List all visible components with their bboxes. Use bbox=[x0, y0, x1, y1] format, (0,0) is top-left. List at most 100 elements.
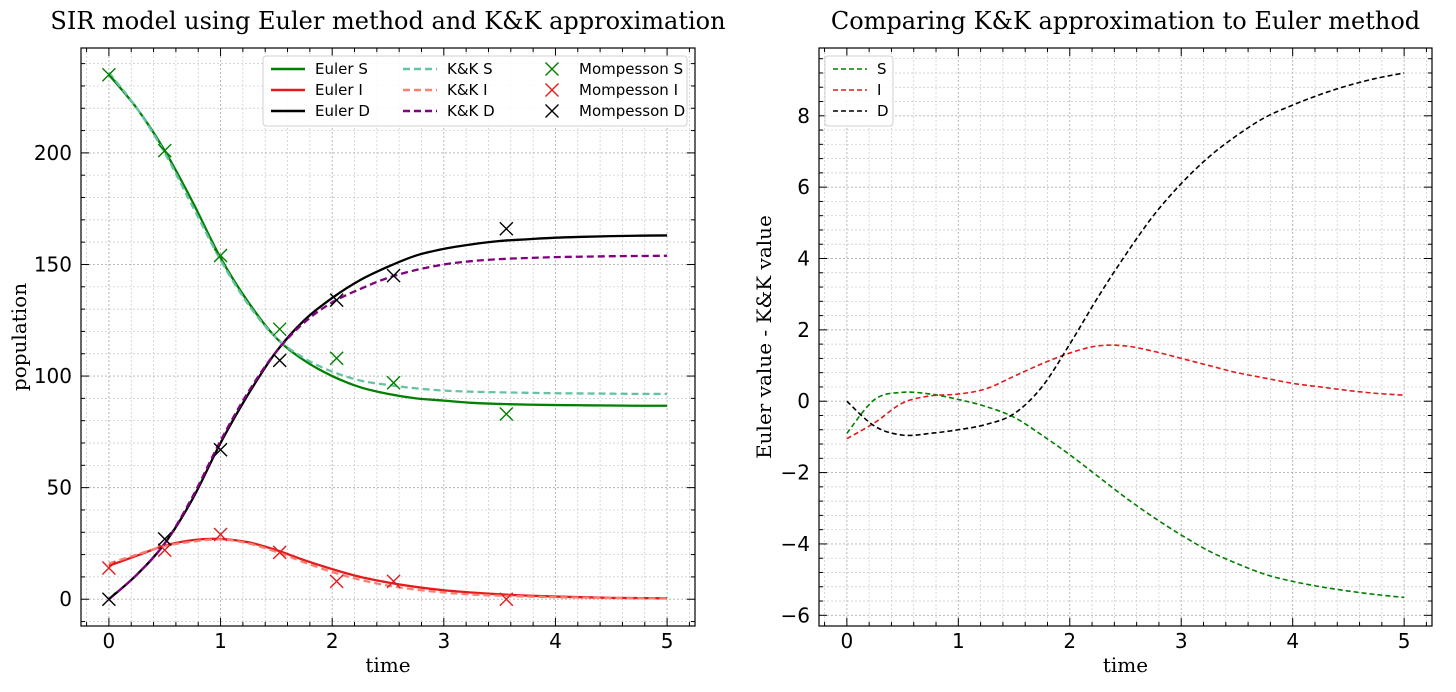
series-line-i bbox=[846, 344, 1405, 440]
x-tick-label: 1 bbox=[952, 629, 965, 653]
legend-item-euler-d: Euler D bbox=[271, 102, 370, 120]
legend-label: K&K I bbox=[447, 81, 488, 99]
data-point-mompesson-i bbox=[157, 543, 172, 558]
legend-marker bbox=[545, 83, 559, 97]
data-point-mompesson-i bbox=[213, 527, 228, 542]
data-point-mompesson-d bbox=[272, 353, 287, 368]
x-tick-label: 4 bbox=[549, 629, 562, 653]
legend-label: Mompesson S bbox=[579, 60, 683, 78]
legend-item-euler-s: Euler S bbox=[271, 60, 368, 78]
legend-label: K&K S bbox=[447, 60, 493, 78]
x-tick-label: 0 bbox=[103, 629, 116, 653]
legend-label: S bbox=[877, 60, 887, 78]
legend-box bbox=[824, 55, 894, 127]
y-tick-label: 4 bbox=[797, 247, 810, 271]
data-point-mompesson-i bbox=[272, 545, 287, 560]
data-point-mompesson-s bbox=[329, 351, 344, 366]
series-line-euler-d bbox=[108, 234, 668, 601]
data-point-mompesson-s bbox=[213, 248, 228, 263]
legend-label: D bbox=[877, 102, 889, 120]
data-point-mompesson-s bbox=[386, 375, 401, 390]
series-mompesson-d bbox=[101, 221, 514, 607]
y-tick-label: 0 bbox=[797, 389, 810, 413]
series-mompesson-i bbox=[101, 527, 514, 607]
x-tick-label: 3 bbox=[1175, 629, 1188, 653]
y-tick-label: 0 bbox=[59, 587, 72, 611]
y-tick-label: 100 bbox=[34, 364, 72, 388]
ticks bbox=[81, 48, 695, 626]
x-tick-label: 1 bbox=[214, 629, 227, 653]
grid bbox=[819, 48, 1432, 626]
legend-label: I bbox=[877, 81, 881, 99]
data-point-mompesson-i bbox=[101, 560, 116, 575]
series-line-kandk-d bbox=[108, 254, 668, 601]
data-point-mompesson-s bbox=[101, 67, 116, 82]
y-tick-label: 200 bbox=[34, 141, 72, 165]
x-tick-label: 5 bbox=[1398, 629, 1411, 653]
x-tick-label: 3 bbox=[437, 629, 450, 653]
data-point-mompesson-s bbox=[499, 406, 514, 421]
x-tick-label: 4 bbox=[1286, 629, 1299, 653]
y-tick-label: −2 bbox=[781, 461, 810, 485]
x-tick-label: 0 bbox=[840, 629, 853, 653]
legend-box bbox=[262, 55, 688, 127]
legend-label: Euler S bbox=[315, 60, 368, 78]
y-tick-label: 6 bbox=[797, 175, 810, 199]
ticks bbox=[819, 48, 1432, 626]
legend-item-mompesson-d: Mompesson D bbox=[545, 102, 685, 120]
series-line-kandk-s bbox=[108, 71, 668, 396]
y-axis-label: population bbox=[7, 283, 31, 391]
right-chart: 0 1 2 3 4 5 −6 −4 −2 0 2 4 6 8 Comparing K&K approxima… bbox=[752, 7, 1433, 677]
legend-marker bbox=[545, 104, 559, 118]
legend-item-d: D bbox=[833, 102, 889, 120]
series-line-kandk-i bbox=[108, 538, 668, 600]
series-group bbox=[101, 67, 668, 607]
data-point-mompesson-s bbox=[157, 143, 172, 158]
series-line-d bbox=[846, 72, 1405, 437]
plot-frame bbox=[818, 47, 1433, 627]
legend-label: Mompesson D bbox=[579, 102, 685, 120]
data-point-mompesson-d bbox=[329, 293, 344, 308]
y-tick-label: −4 bbox=[781, 532, 810, 556]
data-point-mompesson-d bbox=[157, 531, 172, 546]
chart-title: Comparing K&K approximation to Euler met… bbox=[831, 7, 1420, 35]
legend-label: Euler I bbox=[315, 81, 363, 99]
series-line-euler-s bbox=[108, 74, 668, 407]
data-point-mompesson-i bbox=[329, 574, 344, 589]
series-line-euler-i bbox=[108, 537, 668, 600]
legend: SID bbox=[824, 55, 894, 127]
legend-label: Euler D bbox=[315, 102, 370, 120]
series-line-s bbox=[846, 391, 1405, 599]
y-axis-label: Euler value - K&K value bbox=[752, 215, 776, 459]
data-point-mompesson-d bbox=[499, 221, 514, 236]
legend-item-kandk-i: K&K I bbox=[403, 81, 488, 99]
grid bbox=[81, 48, 695, 626]
x-axis-label: time bbox=[1103, 653, 1148, 677]
legend-marker bbox=[545, 62, 559, 76]
data-point-mompesson-d bbox=[101, 592, 116, 607]
data-point-mompesson-d bbox=[213, 442, 228, 457]
series-group bbox=[846, 72, 1405, 599]
x-tick-label: 2 bbox=[326, 629, 339, 653]
y-tick-label: −6 bbox=[781, 603, 810, 627]
plot-frame bbox=[80, 47, 696, 627]
legend-item-euler-i: Euler I bbox=[271, 81, 363, 99]
legend-item-mompesson-i: Mompesson I bbox=[545, 81, 678, 99]
y-tick-label: 8 bbox=[797, 104, 810, 128]
legend-item-kandk-d: K&K D bbox=[403, 102, 495, 120]
x-tick-label: 5 bbox=[661, 629, 674, 653]
x-axis-label: time bbox=[365, 653, 410, 677]
y-tick-label: 50 bbox=[47, 476, 72, 500]
data-point-mompesson-d bbox=[386, 268, 401, 283]
data-point-mompesson-s bbox=[272, 322, 287, 337]
legend-item-kandk-s: K&K S bbox=[403, 60, 493, 78]
legend-item-s: S bbox=[833, 60, 887, 78]
chart-title: SIR model using Euler method and K&K app… bbox=[50, 7, 725, 35]
y-tick-label: 150 bbox=[34, 252, 72, 276]
y-tick-label: 2 bbox=[797, 318, 810, 342]
legend-label: K&K D bbox=[447, 102, 495, 120]
data-point-mompesson-i bbox=[386, 574, 401, 589]
